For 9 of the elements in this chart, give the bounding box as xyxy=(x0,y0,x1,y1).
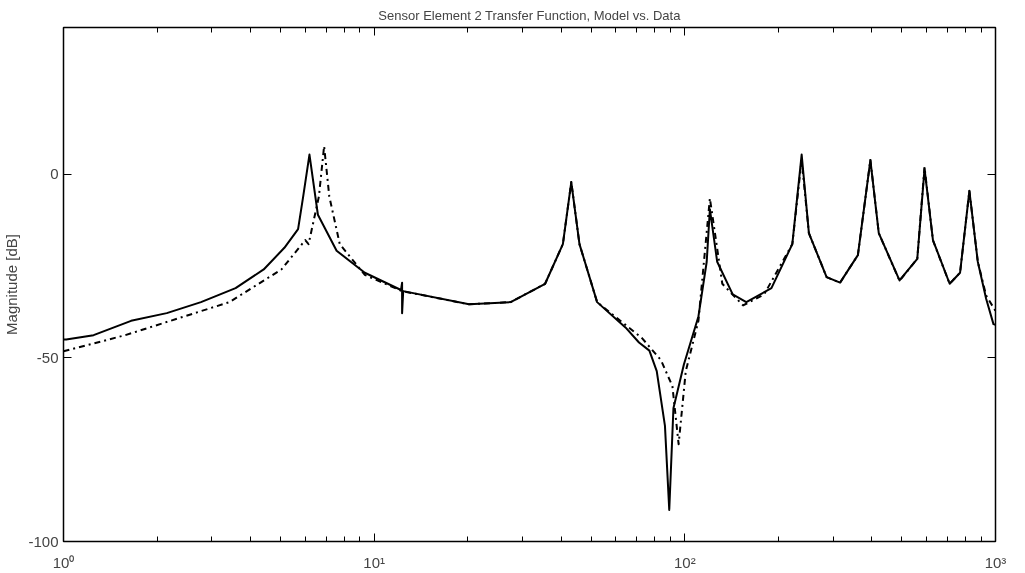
y-axis-title: Magnitude [dB] xyxy=(3,234,21,335)
x-tick-label: 10⁰ xyxy=(52,553,75,571)
y-tick-label: -50 xyxy=(36,348,59,366)
y-tick-label: -100 xyxy=(28,532,59,550)
y-tick-label: 0 xyxy=(50,165,59,183)
x-tick-label: 10² xyxy=(673,553,696,571)
chart-title: Sensor Element 2 Transfer Function, Model vs. Data xyxy=(378,7,682,23)
x-tick-label: 10¹ xyxy=(363,553,386,571)
x-tick-label: 10³ xyxy=(984,553,1007,571)
